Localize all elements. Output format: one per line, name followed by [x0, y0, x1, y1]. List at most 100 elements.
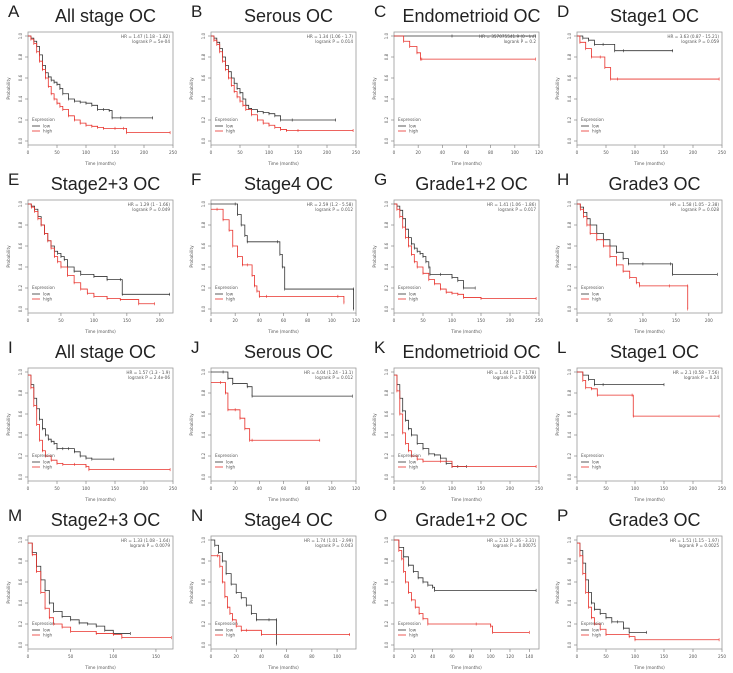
- panel-title: All stage OC: [54, 342, 157, 362]
- x-tick-label: 200: [689, 654, 697, 659]
- x-tick-label: 20: [234, 654, 240, 659]
- legend-label-high: high: [43, 129, 52, 134]
- km-panel-o: O Grade1+2 OC 0.0 0.2 0.4 0.6 0.8 1.0 Probabilit…: [366, 504, 549, 672]
- y-tick-label: 0.0: [384, 305, 389, 312]
- panel-title: All stage OC: [54, 6, 157, 26]
- legend-label-low: low: [592, 628, 600, 633]
- y-tick-label: 1.0: [567, 32, 572, 39]
- y-tick-label: 0.0: [201, 137, 206, 144]
- y-tick-label: 0.2: [18, 620, 23, 627]
- x-tick-label: 100: [631, 150, 639, 155]
- hazard-ratio-label: HR = 4.04 (1.24 - 13.1): [304, 370, 353, 375]
- x-tick-label: 150: [660, 486, 668, 491]
- y-tick-label: 0.8: [384, 557, 389, 564]
- legend-title: Expression: [398, 621, 421, 626]
- km-panel-g: G Grade1+2 OC 0.0 0.2 0.4 0.6 0.8 1.0 Probabilit…: [366, 168, 549, 336]
- y-tick-label: 0.4: [384, 263, 389, 270]
- y-tick-label: 0.4: [201, 263, 206, 270]
- panel-letter: C: [374, 2, 387, 21]
- y-axis-label: Probability: [555, 413, 560, 436]
- x-tick-label: 100: [82, 486, 90, 491]
- x-tick-label: 200: [323, 150, 331, 155]
- y-tick-label: 0.6: [18, 74, 23, 81]
- survival-curve-low: [28, 374, 114, 460]
- legend-label-high: high: [43, 465, 52, 470]
- x-tick-label: 100: [639, 318, 647, 323]
- y-tick-label: 0.2: [567, 620, 572, 627]
- y-tick-label: 0.4: [384, 431, 389, 438]
- x-tick-label: 60: [281, 318, 287, 323]
- x-tick-label: 0: [576, 486, 579, 491]
- x-tick-label: 100: [265, 150, 273, 155]
- x-tick-label: 150: [660, 150, 668, 155]
- x-tick-label: 120: [352, 486, 360, 491]
- hazard-ratio-label: HR = 2.1 (0.58 - 7.56): [673, 370, 720, 375]
- x-tick-label: 200: [156, 318, 164, 323]
- x-tick-label: 80: [469, 654, 475, 659]
- km-plot: 0.0 0.2 0.4 0.6 0.8 1.0 Probability 0 20 40 60 80 10…: [189, 367, 360, 502]
- y-axis-label: Probability: [372, 581, 377, 604]
- panel-title: Stage2+3 OC: [50, 510, 161, 530]
- x-tick-label: 250: [535, 318, 543, 323]
- y-tick-label: 0.6: [384, 242, 389, 249]
- x-tick-label: 50: [603, 486, 609, 491]
- hazard-ratio-label: HR = 1.44 (1.17 - 1.78): [487, 370, 536, 375]
- y-axis-label: Probability: [555, 581, 560, 604]
- y-tick-label: 0.6: [201, 242, 206, 249]
- x-tick-label: 50: [607, 318, 613, 323]
- panel-letter: B: [191, 2, 203, 21]
- legend-title: Expression: [215, 117, 238, 122]
- y-tick-label: 0.4: [18, 263, 23, 270]
- x-tick-label: 100: [448, 486, 456, 491]
- logrank-p-label: logrank P = 0.24: [684, 375, 719, 380]
- x-tick-label: 40: [440, 150, 446, 155]
- x-tick-label: 120: [535, 150, 543, 155]
- x-tick-label: 120: [506, 654, 514, 659]
- legend-label-high: high: [409, 129, 418, 134]
- km-panel-j: J Serous OC 0.0 0.2 0.4 0.6 0.8 1.0 Probability 0…: [183, 336, 366, 504]
- logrank-p-label: logrank P = 0.059: [681, 39, 719, 44]
- km-panel-h: H Grade3 OC 0.0 0.2 0.4 0.6 0.8 1.0 Probability 0…: [549, 168, 732, 336]
- legend-label-low: low: [43, 124, 51, 129]
- y-tick-label: 0.8: [18, 53, 23, 60]
- km-panel-c: C Endometrioid OC 0.0 0.2 0.4 0.6 0.8 1.0 Probab…: [366, 0, 549, 168]
- km-plot: 0.0 0.2 0.4 0.6 0.8 1.0 Probability 0 50 100 150 Ti…: [6, 535, 174, 670]
- survival-curve-high: [577, 35, 720, 80]
- y-tick-label: 0.2: [18, 284, 23, 291]
- km-plot: 0.0 0.2 0.4 0.6 0.8 1.0 Probability 0 20 40 60 80 10…: [189, 535, 357, 670]
- logrank-p-label: logrank P = 0.2: [504, 39, 537, 44]
- y-axis-label: Probability: [6, 581, 11, 604]
- x-tick-label: 0: [210, 486, 213, 491]
- x-tick-label: 150: [660, 654, 668, 659]
- y-tick-label: 0.8: [384, 389, 389, 396]
- legend-label-high: high: [43, 633, 52, 638]
- legend-title: Expression: [215, 285, 238, 290]
- y-tick-label: 0.0: [18, 641, 23, 648]
- x-tick-label: 100: [448, 318, 456, 323]
- y-tick-label: 0.8: [18, 389, 23, 396]
- panel-title: Endometrioid OC: [402, 342, 541, 362]
- y-tick-label: 0.2: [384, 284, 389, 291]
- y-tick-label: 0.0: [567, 137, 572, 144]
- x-tick-label: 50: [603, 150, 609, 155]
- survival-curve-low: [28, 35, 153, 119]
- x-tick-label: 0: [393, 318, 396, 323]
- km-plot: 0.0 0.2 0.4 0.6 0.8 1.0 Probability 0 50 100 150 20…: [6, 367, 177, 502]
- y-tick-label: 0.2: [567, 284, 572, 291]
- y-tick-label: 0.2: [384, 116, 389, 123]
- panel-letter: N: [191, 506, 204, 525]
- x-tick-label: 40: [430, 654, 436, 659]
- y-tick-label: 0.8: [384, 221, 389, 228]
- y-tick-label: 1.0: [567, 368, 572, 375]
- plot-frame: [27, 367, 174, 482]
- hazard-ratio-label: HR = 2.12 (1.36 - 3.31): [487, 538, 536, 543]
- km-panel-i: I All stage OC 0.0 0.2 0.4 0.6 0.8 1.0 Probabili…: [0, 336, 183, 504]
- x-axis-label: Time (months): [84, 161, 116, 166]
- panel-title: Stage1 OC: [609, 342, 700, 362]
- logrank-p-label: logrank P = 2.4e-06: [128, 375, 170, 380]
- x-tick-label: 50: [68, 654, 74, 659]
- x-tick-label: 200: [140, 486, 148, 491]
- panel-title: Grade3 OC: [608, 510, 701, 530]
- legend-label-high: high: [409, 297, 418, 302]
- y-tick-label: 0.8: [567, 53, 572, 60]
